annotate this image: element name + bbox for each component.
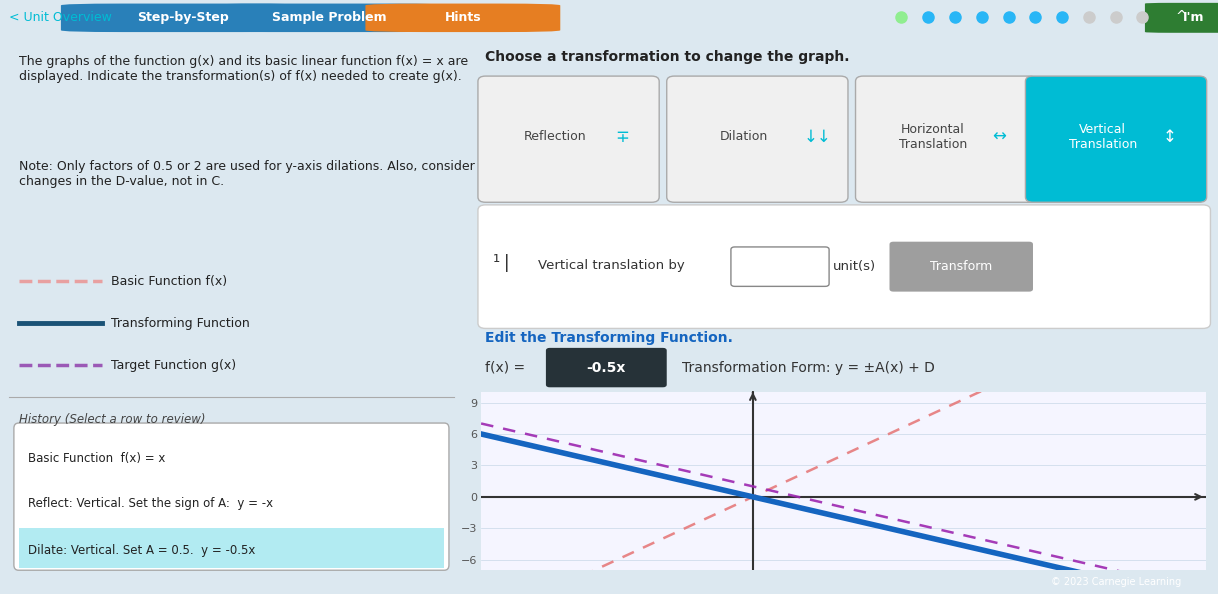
FancyBboxPatch shape — [61, 4, 304, 32]
Text: f(x) =: f(x) = — [486, 361, 526, 375]
FancyBboxPatch shape — [666, 76, 848, 202]
Text: Choose a transformation to change the graph.: Choose a transformation to change the gr… — [486, 50, 850, 64]
Text: Reflection: Reflection — [524, 130, 587, 143]
Text: Edit the Transforming Function.: Edit the Transforming Function. — [486, 331, 733, 345]
Text: ↓↓: ↓↓ — [804, 128, 832, 146]
FancyBboxPatch shape — [207, 4, 451, 32]
FancyBboxPatch shape — [889, 242, 1033, 292]
FancyBboxPatch shape — [477, 76, 659, 202]
FancyBboxPatch shape — [477, 205, 1211, 328]
Text: -0.5x: -0.5x — [587, 361, 626, 375]
Text: ∓: ∓ — [615, 128, 628, 146]
Text: Basic Function  f(x) = x: Basic Function f(x) = x — [28, 452, 166, 465]
FancyBboxPatch shape — [1026, 76, 1207, 202]
Text: Transform: Transform — [931, 260, 993, 273]
FancyBboxPatch shape — [546, 348, 666, 387]
FancyBboxPatch shape — [18, 528, 445, 568]
Text: Hints: Hints — [445, 11, 481, 24]
FancyBboxPatch shape — [365, 4, 560, 32]
Text: Vertical translation by: Vertical translation by — [538, 259, 685, 272]
Text: < Unit Overview: < Unit Overview — [10, 11, 112, 24]
Text: Target Function g(x): Target Function g(x) — [111, 359, 236, 372]
Text: Dilation: Dilation — [720, 130, 769, 143]
Text: Step-by-Step: Step-by-Step — [136, 11, 229, 24]
FancyBboxPatch shape — [1145, 3, 1218, 33]
Text: ^: ^ — [1175, 10, 1188, 24]
Text: ¹❘: ¹❘ — [493, 254, 515, 271]
Text: Transformation Form: y = ±A(x) + D: Transformation Form: y = ±A(x) + D — [682, 361, 934, 375]
Text: ↔: ↔ — [993, 128, 1006, 146]
Text: Horizontal
Translation: Horizontal Translation — [899, 122, 967, 150]
Text: unit(s): unit(s) — [833, 260, 876, 273]
Text: Basic Function f(x): Basic Function f(x) — [111, 274, 228, 287]
FancyBboxPatch shape — [855, 76, 1037, 202]
Text: © 2023 Carnegie Learning: © 2023 Carnegie Learning — [1051, 577, 1181, 587]
Text: Sample Problem: Sample Problem — [272, 11, 386, 24]
Text: Dilate: Vertical. Set A = 0.5.  y = -0.5x: Dilate: Vertical. Set A = 0.5. y = -0.5x — [28, 544, 255, 557]
Text: History (Select a row to review): History (Select a row to review) — [18, 412, 205, 425]
Text: Vertical
Translation: Vertical Translation — [1068, 122, 1136, 150]
FancyBboxPatch shape — [13, 423, 449, 570]
Text: Note: Only factors of 0.5 or 2 are used for y-axis dilations. Also, consider
cha: Note: Only factors of 0.5 or 2 are used … — [18, 160, 474, 188]
Text: Transforming Function: Transforming Function — [111, 317, 250, 330]
Text: I'm: I'm — [1183, 11, 1205, 24]
FancyBboxPatch shape — [731, 247, 829, 286]
Text: ↕: ↕ — [1162, 128, 1177, 146]
Text: Reflect: Vertical. Set the sign of A:  y = -x: Reflect: Vertical. Set the sign of A: y … — [28, 497, 273, 510]
Text: The graphs of the function g(x) and its basic linear function f(x) = x are
displ: The graphs of the function g(x) and its … — [18, 55, 468, 83]
